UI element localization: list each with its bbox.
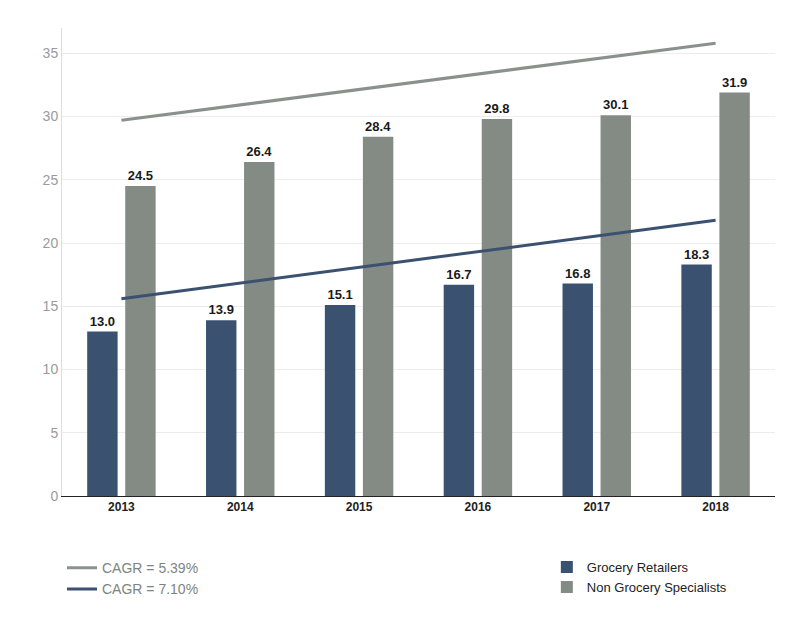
svg-text:2016: 2016: [465, 500, 492, 514]
svg-text:35: 35: [43, 45, 59, 61]
svg-text:13.0: 13.0: [90, 314, 115, 329]
svg-text:26.4: 26.4: [246, 144, 272, 159]
svg-text:2015: 2015: [346, 500, 373, 514]
svg-text:30: 30: [43, 108, 59, 124]
svg-text:2017: 2017: [583, 500, 610, 514]
svg-text:16.8: 16.8: [565, 266, 590, 281]
svg-text:31.9: 31.9: [722, 75, 747, 90]
svg-text:15: 15: [43, 298, 59, 314]
svg-text:10: 10: [43, 361, 59, 377]
svg-text:20: 20: [43, 235, 59, 251]
svg-text:5: 5: [50, 425, 58, 441]
svg-text:2014: 2014: [227, 500, 254, 514]
svg-text:Grocery Retailers: Grocery Retailers: [587, 560, 689, 575]
svg-text:15.1: 15.1: [327, 287, 352, 302]
svg-text:Non Grocery Specialists: Non Grocery Specialists: [587, 580, 727, 595]
svg-text:2018: 2018: [702, 500, 729, 514]
svg-text:13.9: 13.9: [209, 302, 234, 317]
svg-text:28.4: 28.4: [365, 119, 391, 134]
svg-text:29.8: 29.8: [484, 101, 509, 116]
svg-text:16.7: 16.7: [446, 267, 471, 282]
svg-text:2013: 2013: [108, 500, 135, 514]
svg-text:25: 25: [43, 172, 59, 188]
svg-text:18.3: 18.3: [684, 247, 709, 262]
svg-text:CAGR = 7.10%: CAGR = 7.10%: [102, 581, 198, 597]
svg-text:30.1: 30.1: [603, 97, 628, 112]
svg-text:24.5: 24.5: [128, 168, 153, 183]
svg-text:CAGR = 5.39%: CAGR = 5.39%: [102, 560, 198, 576]
svg-text:0: 0: [50, 488, 58, 504]
